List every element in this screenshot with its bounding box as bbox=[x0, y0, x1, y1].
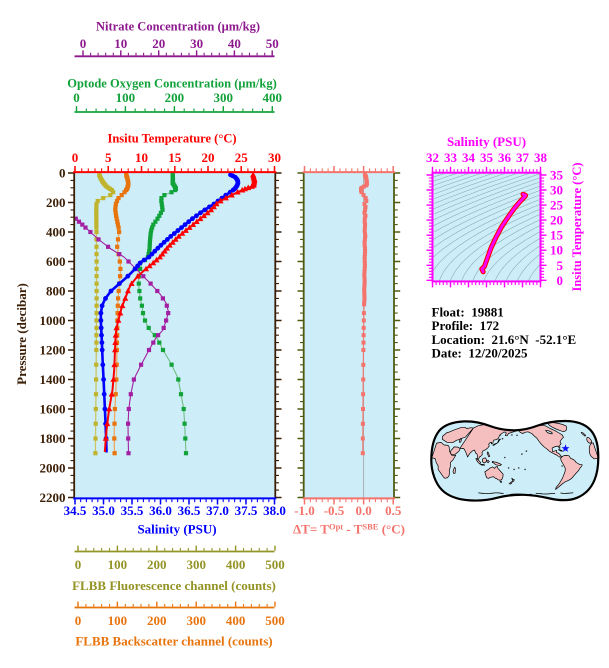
svg-text:38: 38 bbox=[534, 150, 548, 165]
svg-text:100: 100 bbox=[116, 90, 136, 105]
svg-text:32: 32 bbox=[426, 150, 439, 165]
svg-text:35: 35 bbox=[550, 168, 564, 183]
svg-text:37: 37 bbox=[516, 150, 530, 165]
svg-text:1600: 1600 bbox=[40, 402, 66, 417]
svg-text:37.5: 37.5 bbox=[235, 503, 258, 518]
svg-text:400: 400 bbox=[226, 613, 246, 628]
svg-text:500: 500 bbox=[265, 557, 285, 572]
svg-text:1400: 1400 bbox=[40, 372, 66, 387]
svg-text:Optode Oxygen Concentration (μ: Optode Oxygen Concentration (μm/kg) bbox=[67, 77, 277, 91]
svg-text:0: 0 bbox=[80, 36, 87, 51]
svg-text:30: 30 bbox=[550, 183, 563, 198]
svg-text:FLBB Fluorescence channel (cou: FLBB Fluorescence channel (counts) bbox=[72, 578, 276, 593]
svg-text:34: 34 bbox=[462, 150, 476, 165]
svg-text:30: 30 bbox=[190, 36, 203, 51]
svg-text:40: 40 bbox=[228, 36, 241, 51]
svg-text:100: 100 bbox=[108, 557, 128, 572]
svg-text:200: 200 bbox=[147, 557, 167, 572]
svg-text:0.5: 0.5 bbox=[385, 503, 402, 518]
svg-text:33: 33 bbox=[444, 150, 458, 165]
svg-text:34.5: 34.5 bbox=[64, 503, 87, 518]
svg-text:300: 300 bbox=[214, 90, 234, 105]
svg-text:ΔT= TOpt - TSBE (°C): ΔT= TOpt - TSBE (°C) bbox=[293, 522, 405, 537]
svg-text:1200: 1200 bbox=[40, 343, 66, 358]
svg-text:0: 0 bbox=[557, 273, 564, 288]
svg-text:Nitrate Concentration (μm/kg): Nitrate Concentration (μm/kg) bbox=[96, 20, 260, 34]
svg-text:38.0: 38.0 bbox=[263, 503, 286, 518]
svg-text:100: 100 bbox=[108, 613, 128, 628]
svg-text:Salinity (PSU): Salinity (PSU) bbox=[137, 522, 216, 537]
svg-text:36.5: 36.5 bbox=[178, 503, 201, 518]
svg-text:37.0: 37.0 bbox=[206, 503, 229, 518]
svg-text:Salinity (PSU): Salinity (PSU) bbox=[447, 134, 526, 149]
svg-text:200: 200 bbox=[165, 90, 185, 105]
svg-text:Insitu Temperature (°C): Insitu Temperature (°C) bbox=[107, 132, 236, 146]
svg-text:200: 200 bbox=[46, 195, 66, 210]
svg-text:300: 300 bbox=[186, 613, 206, 628]
svg-text:30: 30 bbox=[268, 150, 281, 165]
svg-text:15: 15 bbox=[168, 150, 182, 165]
svg-text:Profile: 172: Profile: 172 bbox=[432, 318, 500, 333]
svg-text:20: 20 bbox=[550, 213, 563, 228]
svg-text:2200: 2200 bbox=[40, 490, 66, 505]
svg-text:1800: 1800 bbox=[40, 431, 66, 446]
svg-text:500: 500 bbox=[265, 613, 285, 628]
svg-text:0: 0 bbox=[75, 557, 82, 572]
svg-text:36.0: 36.0 bbox=[149, 503, 172, 518]
svg-text:Float: 19881: Float: 19881 bbox=[432, 305, 504, 320]
svg-text:400: 400 bbox=[46, 225, 66, 240]
svg-text:Insitu Temperature (°C): Insitu Temperature (°C) bbox=[570, 162, 584, 291]
svg-text:50: 50 bbox=[266, 36, 279, 51]
svg-text:25: 25 bbox=[550, 198, 564, 213]
svg-text:0: 0 bbox=[73, 90, 80, 105]
svg-text:0: 0 bbox=[75, 613, 82, 628]
svg-text:-0.5: -0.5 bbox=[324, 503, 345, 518]
svg-text:600: 600 bbox=[46, 254, 66, 269]
svg-text:25: 25 bbox=[235, 150, 249, 165]
svg-text:Location: 21.6°N -52.1°E: Location: 21.6°N -52.1°E bbox=[432, 332, 577, 347]
svg-text:800: 800 bbox=[46, 284, 66, 299]
svg-text:20: 20 bbox=[202, 150, 215, 165]
svg-text:35.5: 35.5 bbox=[121, 503, 144, 518]
svg-text:35: 35 bbox=[480, 150, 494, 165]
svg-text:200: 200 bbox=[147, 613, 167, 628]
svg-text:300: 300 bbox=[186, 557, 206, 572]
svg-text:36: 36 bbox=[498, 150, 512, 165]
svg-text:2000: 2000 bbox=[40, 461, 66, 476]
svg-text:0.0: 0.0 bbox=[355, 503, 371, 518]
svg-text:-1.0: -1.0 bbox=[294, 503, 315, 518]
svg-text:FLBB Backscatter channel (coun: FLBB Backscatter channel (counts) bbox=[75, 634, 272, 649]
svg-text:Date: 12/20/2025: Date: 12/20/2025 bbox=[432, 345, 529, 360]
svg-text:10: 10 bbox=[550, 243, 563, 258]
svg-text:5: 5 bbox=[105, 150, 112, 165]
svg-text:400: 400 bbox=[226, 557, 246, 572]
svg-text:Pressure (decibar): Pressure (decibar) bbox=[14, 283, 29, 385]
svg-text:5: 5 bbox=[557, 258, 564, 273]
svg-text:20: 20 bbox=[152, 36, 165, 51]
svg-text:15: 15 bbox=[550, 228, 564, 243]
svg-text:400: 400 bbox=[263, 90, 283, 105]
svg-text:1000: 1000 bbox=[40, 313, 66, 328]
svg-text:10: 10 bbox=[135, 150, 148, 165]
svg-text:0: 0 bbox=[72, 150, 79, 165]
svg-text:0: 0 bbox=[59, 166, 66, 181]
svg-text:10: 10 bbox=[114, 36, 127, 51]
svg-text:35.0: 35.0 bbox=[92, 503, 115, 518]
